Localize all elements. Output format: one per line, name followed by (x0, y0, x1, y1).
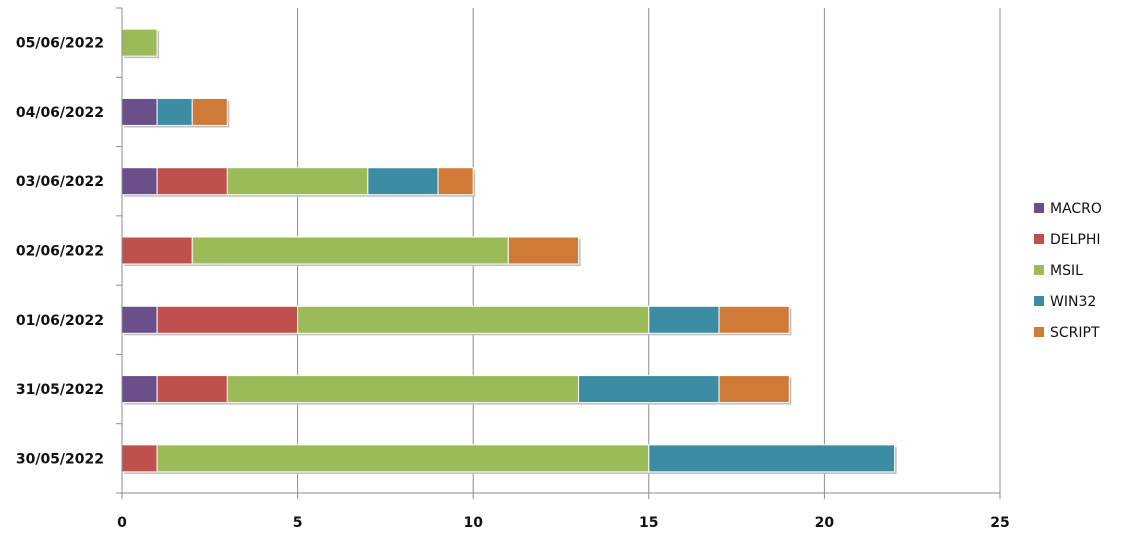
bar-segment-msil (156, 444, 650, 473)
legend-swatch-msil (1034, 265, 1044, 275)
legend-label: MACRO (1050, 201, 1102, 217)
bar-segment-win32 (367, 167, 439, 196)
category-label: 31/05/2022 (16, 382, 104, 398)
bar-segment-win32 (648, 305, 720, 334)
x-tick-label: 15 (639, 515, 658, 531)
bar-segment-macro (121, 167, 158, 196)
x-tick-label: 10 (463, 515, 483, 531)
legend: MACRO DELPHI MSIL WIN32 SCRIPT (1034, 201, 1102, 341)
bar-segment-script (718, 375, 790, 404)
legend-swatch-win32 (1034, 296, 1044, 306)
legend-label: WIN32 (1050, 294, 1096, 310)
bar-segment-delphi (121, 236, 193, 265)
legend-label: DELPHI (1050, 232, 1101, 248)
legend-swatch-delphi (1034, 234, 1044, 244)
x-tick-label: 25 (990, 515, 1009, 531)
bar-segment-script (718, 305, 790, 334)
bar-segment-win32 (156, 97, 193, 126)
bars (121, 28, 897, 474)
bar-segment-msil (226, 375, 580, 404)
bar-segment-delphi (156, 167, 228, 196)
legend-swatch-script (1034, 327, 1044, 337)
category-label: 01/06/2022 (16, 313, 104, 329)
bar-segment-macro (121, 305, 158, 334)
legend-swatch-macro (1034, 203, 1044, 213)
bar-segment-delphi (121, 444, 158, 473)
category-label: 03/06/2022 (16, 174, 104, 190)
bar-segment-win32 (648, 444, 896, 473)
bar-segment-msil (121, 28, 158, 57)
bar-segment-delphi (156, 375, 228, 404)
bar-segment-delphi (156, 305, 299, 334)
x-tick-labels: 0 5 10 15 20 25 (117, 515, 1010, 531)
bar-segment-msil (297, 305, 650, 334)
bar-segment-msil (191, 236, 509, 265)
legend-label: SCRIPT (1050, 325, 1100, 341)
bar-segment-script (507, 236, 580, 265)
gridlines (297, 8, 1001, 493)
x-tick-label: 5 (293, 515, 303, 531)
category-labels: 30/05/2022 31/05/2022 01/06/2022 02/06/2022… (16, 36, 104, 468)
bar-segment-msil (226, 167, 369, 196)
bar-segment-script (437, 167, 474, 196)
axes (116, 7, 1001, 499)
category-label: 04/06/2022 (16, 105, 104, 121)
bar-segment-macro (121, 97, 158, 126)
legend-label: MSIL (1050, 263, 1083, 279)
bar-segment-win32 (578, 375, 720, 404)
x-tick-label: 0 (117, 515, 127, 531)
category-label: 30/05/2022 (16, 451, 104, 467)
x-tick-label: 20 (815, 515, 835, 531)
bar-segment-macro (121, 375, 158, 404)
bar-segment-script (191, 97, 228, 126)
category-label: 05/06/2022 (16, 36, 104, 52)
category-label: 02/06/2022 (16, 244, 104, 260)
